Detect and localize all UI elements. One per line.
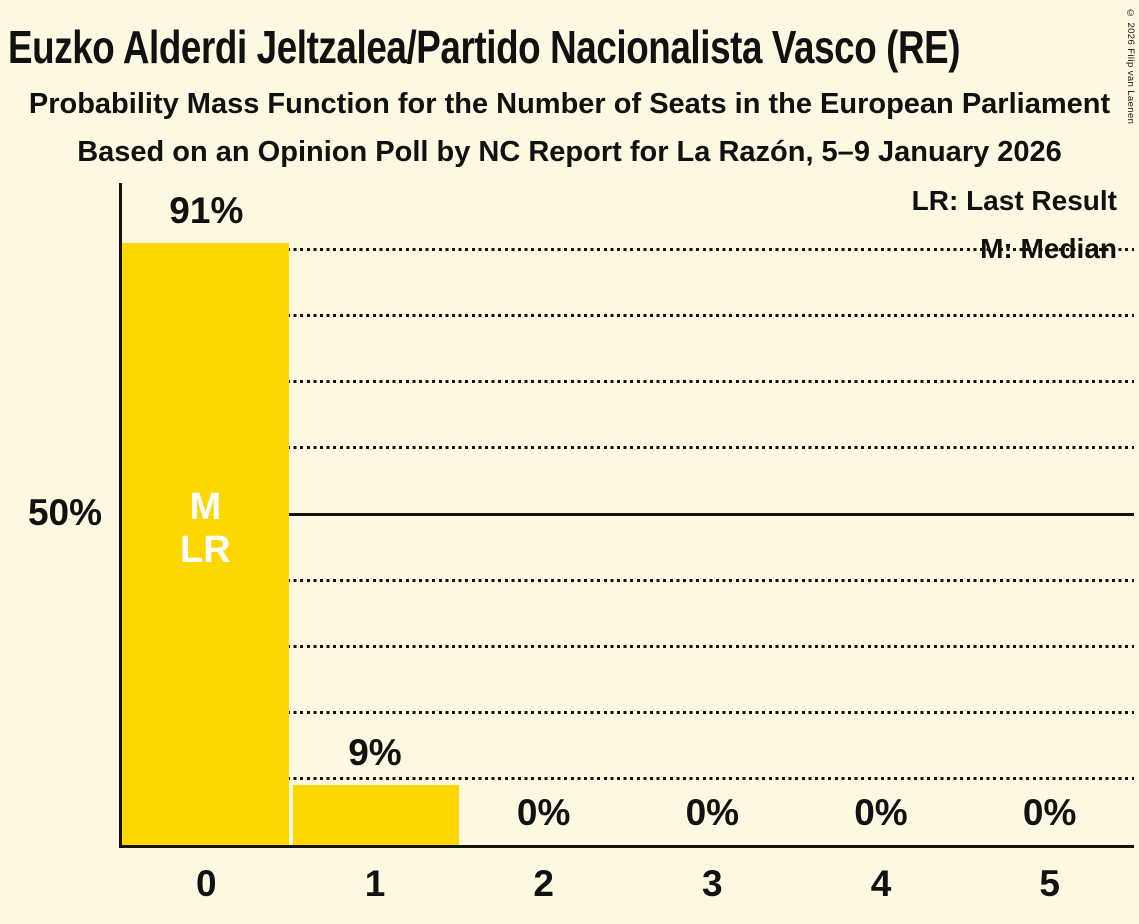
median-lastresult-annotation: M LR bbox=[122, 486, 289, 572]
x-axis-line bbox=[119, 845, 1134, 848]
value-label-seat-2: 0% bbox=[516, 792, 571, 833]
gridline-30pct bbox=[122, 645, 1134, 648]
gridline-90pct bbox=[122, 248, 1134, 251]
bar-seat-0 bbox=[122, 242, 289, 845]
x-tick-label-0: 0 bbox=[196, 863, 217, 904]
y-axis-line bbox=[119, 183, 122, 848]
page-title: Euzko Alderdi Jeltzalea/Partido Nacional… bbox=[8, 21, 961, 73]
gridline-80pct bbox=[122, 314, 1134, 317]
value-label-seat-3: 0% bbox=[685, 792, 740, 833]
gridline-20pct bbox=[122, 711, 1134, 714]
copyright-notice: © 2026 Filip van Laenen bbox=[1125, 8, 1136, 125]
chart-source-line: Based on an Opinion Poll by NC Report fo… bbox=[77, 136, 1062, 168]
last-result-marker: LR bbox=[180, 529, 231, 571]
value-label-seat-4: 0% bbox=[854, 792, 908, 833]
x-tick-label-2: 2 bbox=[533, 863, 554, 904]
value-label-seat-0: 91% bbox=[169, 189, 244, 231]
x-tick-label-4: 4 bbox=[870, 863, 892, 904]
chart-subtitle: Probability Mass Function for the Number… bbox=[28, 88, 1111, 120]
legend-last-result: LR: Last Result bbox=[911, 185, 1117, 216]
y-axis-50pct-label: 50% bbox=[27, 492, 102, 533]
median-marker: M bbox=[189, 486, 222, 528]
legend-median: M: Median bbox=[980, 233, 1117, 264]
value-label-seat-1: 9% bbox=[348, 732, 402, 774]
gridline-70pct bbox=[122, 380, 1134, 383]
gridline-40pct bbox=[122, 579, 1134, 582]
value-label-seat-5: 0% bbox=[1022, 792, 1077, 833]
x-tick-label-1: 1 bbox=[364, 863, 386, 904]
x-tick-label-5: 5 bbox=[1039, 863, 1060, 904]
x-tick-label-3: 3 bbox=[702, 863, 723, 904]
gridline-60pct bbox=[122, 446, 1134, 449]
bar-seat-1 bbox=[292, 785, 460, 845]
gridline-10pct bbox=[122, 777, 1134, 780]
majority-line-50pct bbox=[122, 513, 1134, 516]
